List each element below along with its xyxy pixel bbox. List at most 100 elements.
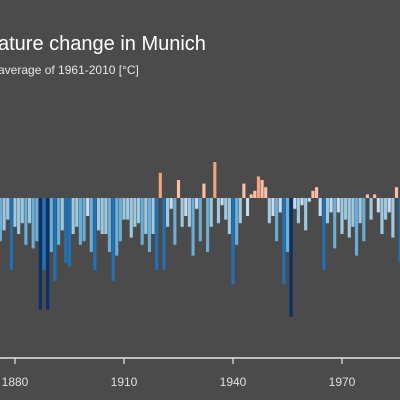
x-axis-ticks: 1880 1910 1940 1970 (2, 358, 356, 389)
bar-1928 (187, 198, 191, 227)
bar-1935 (213, 162, 217, 198)
bar-1894 (64, 198, 68, 263)
bar-1898 (78, 198, 82, 245)
bar-1893 (60, 198, 64, 231)
bar-1906 (107, 198, 112, 252)
bar-1878 (6, 198, 10, 220)
bar-1982 (384, 198, 388, 220)
bar-1948 (260, 180, 264, 198)
bar-1900 (86, 198, 90, 216)
bar-1951 (271, 198, 275, 216)
bar-1902 (93, 198, 97, 270)
bar-1882 (20, 198, 24, 224)
bar-1881 (17, 198, 21, 234)
bar-1981 (380, 198, 384, 234)
bar-1950 (267, 198, 271, 224)
bar-1980 (376, 198, 380, 213)
bar-1979 (373, 194, 377, 198)
bar-1909 (118, 198, 122, 242)
x-tick-label-1940: 1940 (220, 375, 247, 389)
bar-1920 (158, 172, 162, 198)
bar-1877 (2, 198, 6, 231)
bar-1956 (289, 198, 293, 317)
bar-series (0, 162, 400, 317)
bar-1897 (75, 198, 79, 227)
bar-1943 (242, 183, 246, 198)
bar-1945 (249, 194, 253, 198)
bar-1925 (176, 180, 181, 198)
bar-1896 (71, 198, 75, 234)
bar-1879 (9, 198, 13, 270)
bar-1901 (89, 198, 93, 252)
x-tick-label-1880: 1880 (2, 375, 29, 389)
bar-1973 (351, 198, 355, 227)
bar-1977 (365, 194, 369, 198)
bar-1922 (166, 198, 170, 227)
bar-1974 (354, 198, 359, 256)
bar-1959 (300, 198, 304, 206)
bar-1904 (100, 198, 104, 234)
bar-1949 (264, 187, 268, 198)
chart-subtitle: average of 1961-2010 [°C] (0, 63, 139, 77)
bar-1964 (318, 198, 322, 216)
bar-1916 (144, 198, 148, 234)
bar-1952 (275, 198, 279, 242)
bar-1886 (35, 198, 39, 242)
bar-1962 (311, 190, 315, 198)
bar-1924 (173, 198, 177, 245)
bar-1941 (235, 198, 239, 245)
bar-1930 (195, 198, 199, 209)
bar-1885 (31, 198, 35, 249)
bar-1939 (227, 198, 231, 234)
bar-1947 (256, 176, 260, 198)
bar-1891 (53, 198, 57, 281)
bar-1936 (216, 198, 221, 224)
bar-1915 (140, 198, 144, 245)
bar-1913 (133, 198, 137, 227)
bar-1971 (344, 198, 348, 220)
bar-1892 (57, 198, 61, 245)
bar-1880 (13, 198, 17, 227)
bar-1929 (191, 198, 195, 256)
bar-1895 (67, 198, 72, 267)
bar-1931 (198, 198, 202, 242)
bar-1970 (340, 198, 344, 234)
bar-1914 (136, 198, 141, 224)
bar-1883 (24, 198, 28, 245)
bar-1960 (304, 198, 308, 231)
bar-1937 (220, 198, 224, 206)
bar-1978 (369, 198, 373, 220)
bar-1890 (49, 198, 53, 252)
bar-1917 (147, 198, 151, 252)
bar-1887 (38, 198, 42, 310)
bar-1912 (129, 198, 133, 238)
bar-1983 (387, 198, 391, 213)
bar-1938 (224, 198, 228, 220)
bar-1985 (394, 187, 399, 198)
chart-title: ature change in Munich (0, 33, 206, 55)
bar-1899 (82, 198, 86, 242)
bar-1957 (293, 198, 297, 209)
bar-1889 (46, 198, 50, 310)
bar-1905 (104, 198, 108, 234)
bar-1966 (325, 198, 330, 224)
bar-1926 (180, 198, 184, 227)
bar-1953 (278, 198, 282, 213)
bar-1907 (111, 198, 115, 281)
bar-1963 (315, 187, 319, 198)
bar-1986 (398, 198, 400, 263)
bar-1903 (97, 198, 101, 231)
bar-1954 (282, 198, 286, 285)
bar-1961 (307, 198, 311, 202)
bar-1946 (253, 190, 257, 198)
bar-1923 (169, 198, 173, 209)
bar-1911 (126, 198, 130, 220)
bar-1884 (27, 198, 32, 224)
bar-1932 (202, 183, 206, 198)
bar-1944 (245, 198, 250, 216)
x-tick-label-1970: 1970 (329, 375, 356, 389)
bar-1969 (336, 198, 340, 213)
x-tick-label-1910: 1910 (111, 375, 138, 389)
bar-1876 (0, 198, 3, 242)
